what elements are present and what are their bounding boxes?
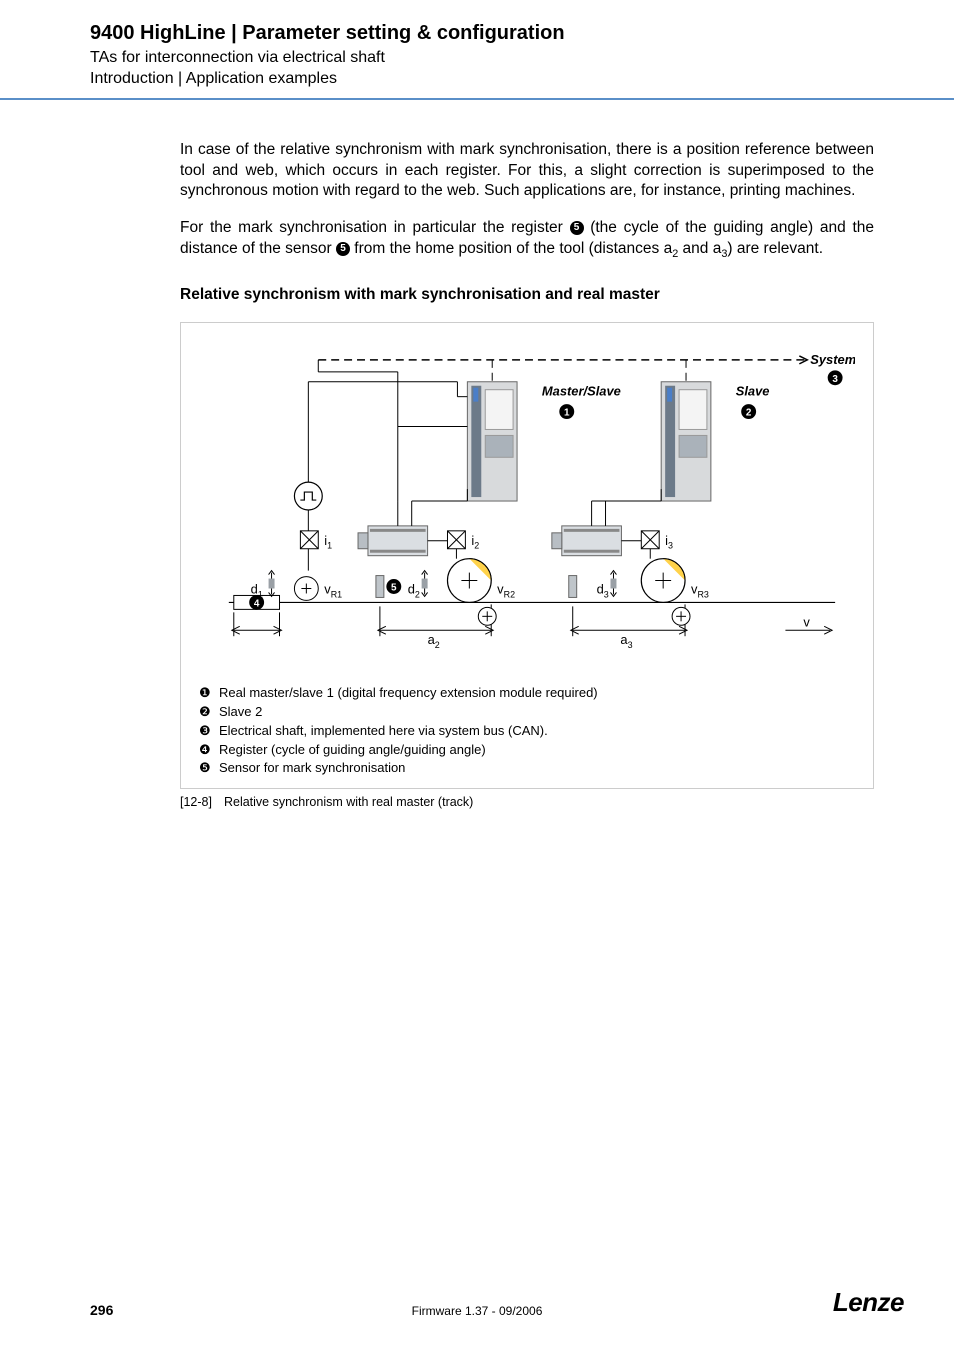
page-header: 9400 HighLine | Parameter setting & conf…	[0, 0, 954, 100]
legend-num-5: ❺	[199, 759, 215, 778]
drive-unit-2	[661, 382, 711, 501]
figure-caption: [12-8] Relative synchronism with real ma…	[180, 795, 874, 809]
legend-text-1: Real master/slave 1 (digital frequency e…	[219, 684, 598, 703]
paragraph-1: In case of the relative synchronism with…	[180, 140, 874, 203]
circled-2-icon: 2	[746, 408, 752, 419]
legend-text-5: Sensor for mark synchronisation	[219, 759, 405, 778]
motor-2	[552, 526, 641, 556]
page-content: In case of the relative synchronism with…	[0, 100, 954, 810]
doc-title: 9400 HighLine | Parameter setting & conf…	[90, 20, 914, 46]
circled-5-icon: 5	[336, 242, 350, 256]
label-d3: d3	[597, 581, 609, 599]
brand-logo: Lenze	[833, 1287, 904, 1318]
page-footer: 296 Firmware 1.37 - 09/2006 Lenze	[0, 1287, 954, 1318]
label-vr2: vR2	[497, 581, 515, 599]
synchronism-diagram: System bus 3 Master/Slave 1	[199, 341, 855, 671]
label-a2: a2	[428, 632, 440, 650]
doc-subtitle-2: Introduction | Application examples	[90, 69, 914, 90]
label-slave: Slave	[736, 384, 770, 399]
legend-num-4: ❹	[199, 741, 215, 760]
firmware-text: Firmware 1.37 - 09/2006	[412, 1304, 543, 1318]
pulse-icon	[300, 492, 316, 500]
label-vr3: vR3	[691, 581, 709, 599]
label-system-bus: System bus	[810, 352, 855, 367]
page-number: 296	[90, 1302, 113, 1318]
caption-text: Relative synchronism with real master (t…	[224, 795, 473, 809]
figure-container: System bus 3 Master/Slave 1	[180, 322, 874, 789]
legend-num-2: ❷	[199, 703, 215, 722]
legend-text-4: Register (cycle of guiding angle/guiding…	[219, 741, 486, 760]
caption-number: [12-8]	[180, 795, 212, 809]
label-i1: i1	[324, 533, 332, 551]
legend-text-2: Slave 2	[219, 703, 262, 722]
section-heading: Relative synchronism with mark synchroni…	[180, 286, 874, 304]
label-master-slave: Master/Slave	[542, 384, 621, 399]
label-vr1: vR1	[324, 581, 342, 599]
sensor-icon	[569, 576, 577, 598]
motor-1	[358, 526, 447, 556]
circled-4-icon: 4	[254, 598, 260, 609]
legend-num-1: ❶	[199, 684, 215, 703]
circled-5-icon: 5	[570, 221, 584, 235]
para2-seg-e: ) are relevant.	[727, 240, 823, 257]
label-i2: i2	[471, 533, 479, 551]
para2-seg-a: For the mark synchronisation in particul…	[180, 219, 570, 236]
label-i3: i3	[665, 533, 673, 551]
circled-5-icon: 5	[391, 582, 397, 593]
circled-1-icon: 1	[564, 408, 570, 419]
para2-seg-c: from the home position of the tool (dist…	[350, 240, 672, 257]
para2-seg-d: and a	[678, 240, 721, 257]
label-a3: a3	[620, 632, 632, 650]
doc-subtitle-1: TAs for interconnection via electrical s…	[90, 48, 914, 69]
sensor-icon	[376, 576, 384, 598]
circled-3-icon: 3	[832, 374, 838, 385]
paragraph-2: For the mark synchronisation in particul…	[180, 218, 874, 262]
figure-legend: ❶Real master/slave 1 (digital frequency …	[199, 684, 855, 778]
label-d2: d2	[408, 581, 420, 599]
legend-text-3: Electrical shaft, implemented here via s…	[219, 722, 548, 741]
legend-num-3: ❸	[199, 722, 215, 741]
label-v: v	[803, 614, 810, 629]
drive-unit-1	[467, 382, 517, 501]
